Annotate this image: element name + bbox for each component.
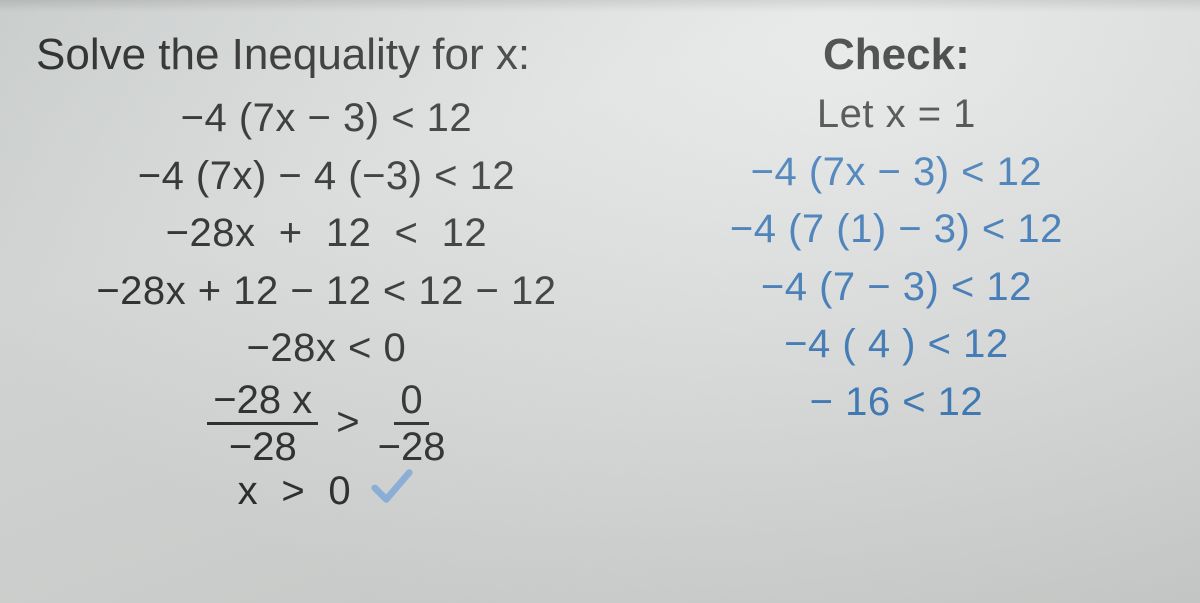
- checkmark-icon: [369, 463, 415, 519]
- solve-final: x > 0: [238, 469, 352, 513]
- fraction-rhs-den: −28: [378, 425, 446, 467]
- fraction-lhs-num: −28 x: [207, 380, 318, 425]
- check-column: Check: Let x = 1 −4 (7x − 3) < 12 −4 (7 …: [623, 30, 1170, 603]
- fraction-rhs: 0 −28: [378, 380, 446, 467]
- check-let-line: Let x = 1: [817, 86, 976, 144]
- solve-line-4: −28x + 12 − 12 < 12 − 12: [96, 263, 556, 321]
- solve-line-1: −4 (7x − 3) < 12: [181, 90, 473, 148]
- check-line-2: −4 (7 (1) − 3) < 12: [730, 201, 1063, 259]
- fraction-lhs-den: −28: [229, 425, 297, 467]
- solve-fraction-line: −28 x −28 > 0 −28: [207, 380, 445, 467]
- check-title: Check:: [823, 30, 970, 80]
- solve-line-5: −28x < 0: [247, 320, 407, 378]
- solve-final-row: x > 0: [238, 463, 416, 519]
- check-line-1: −4 (7x − 3) < 12: [751, 144, 1043, 202]
- check-line-4: −4 ( 4 ) < 12: [784, 316, 1008, 374]
- solve-title: Solve the Inequality for x:: [30, 30, 530, 80]
- worksheet: Solve the Inequality for x: −4 (7x − 3) …: [0, 0, 1200, 603]
- solve-line-3: −28x + 12 < 12: [166, 205, 487, 263]
- fraction-op: >: [336, 400, 359, 447]
- solve-column: Solve the Inequality for x: −4 (7x − 3) …: [30, 30, 623, 603]
- check-line-5: − 16 < 12: [810, 374, 984, 432]
- fraction-lhs: −28 x −28: [207, 380, 318, 467]
- check-line-3: −4 (7 − 3) < 12: [761, 259, 1032, 317]
- fraction-rhs-num: 0: [394, 380, 428, 425]
- solve-line-2: −4 (7x) − 4 (−3) < 12: [138, 148, 515, 206]
